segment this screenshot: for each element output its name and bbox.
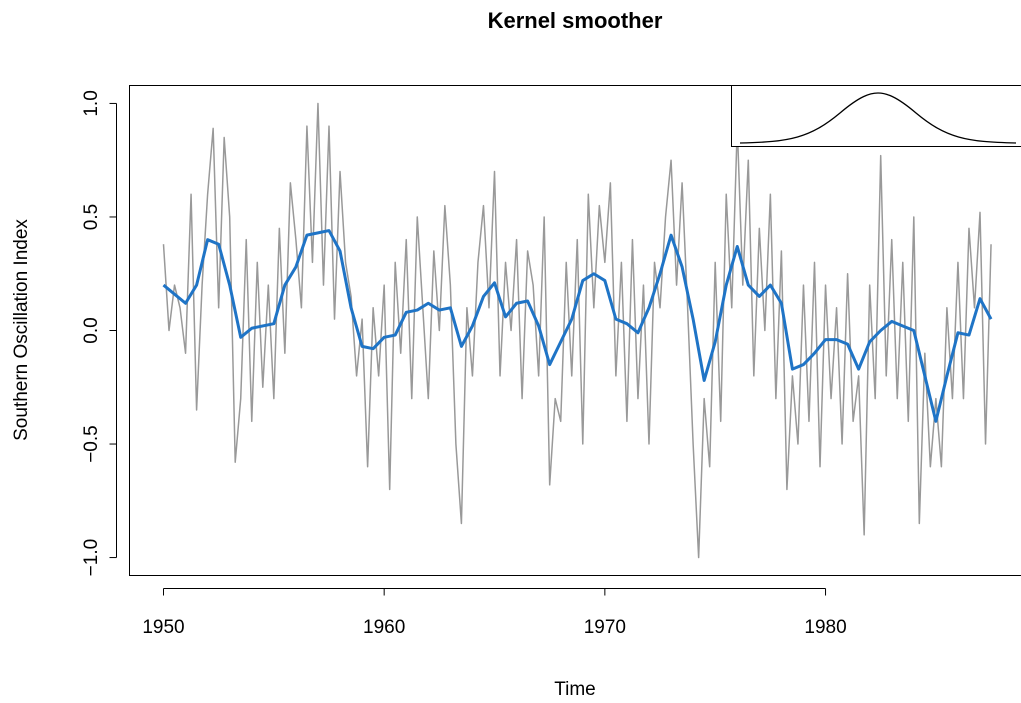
series-line (162, 229, 993, 423)
kernel-curve (739, 92, 1017, 144)
y-axis-label: Southern Oscillation Index (11, 219, 32, 441)
y-tick-label: −1.0 (81, 539, 102, 577)
series-line (162, 102, 992, 559)
y-tick-label: 0.5 (81, 204, 102, 230)
kernel-inset (731, 85, 1021, 147)
inset-frame (731, 85, 1021, 147)
x-tick-label: 1960 (363, 617, 405, 638)
y-tick-label: 1.0 (81, 90, 102, 116)
x-axis-label: Time (554, 679, 596, 700)
x-tick-label: 1950 (142, 617, 184, 638)
x-tick-label: 1980 (804, 617, 846, 638)
plot-frame (129, 85, 1021, 576)
x-tick-label: 1970 (584, 617, 626, 638)
y-tick-label: −0.5 (81, 425, 102, 463)
y-tick-label: 0.0 (81, 317, 102, 343)
chart-title: Kernel smoother (488, 8, 663, 33)
plot-area (162, 102, 993, 559)
